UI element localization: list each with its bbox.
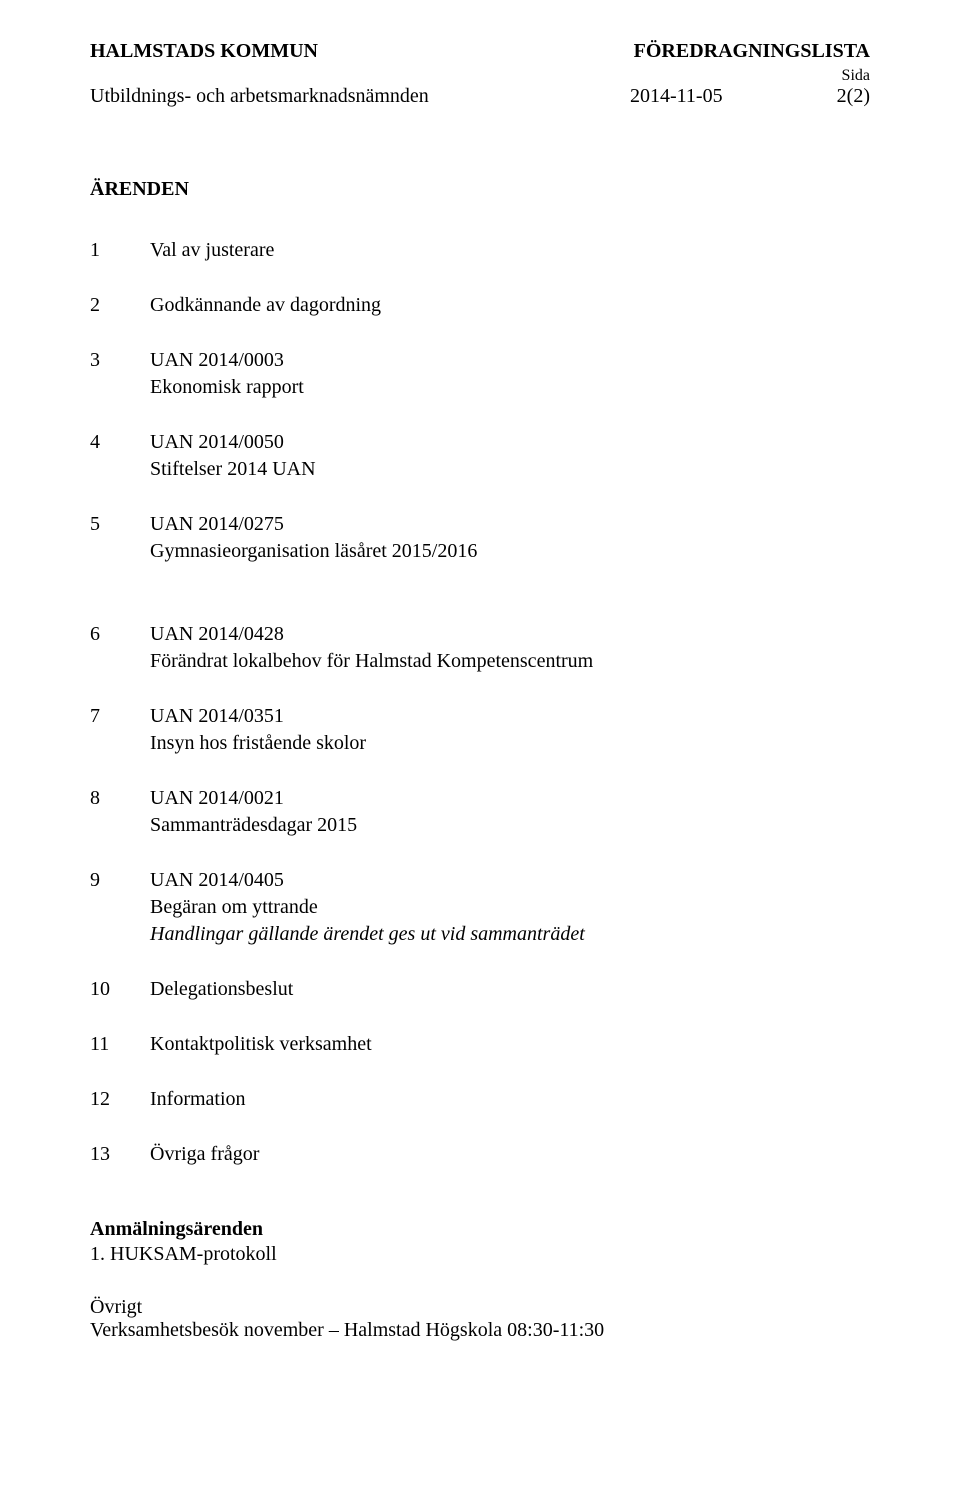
agenda-item-number: 5 bbox=[90, 511, 150, 565]
agenda-item: 7UAN 2014/0351Insyn hos fristående skolo… bbox=[90, 703, 870, 757]
agenda-item-line: Godkännande av dagordning bbox=[150, 292, 870, 319]
agenda-item: 6UAN 2014/0428Förändrat lokalbehov för H… bbox=[90, 621, 870, 675]
anmalningsarenden-block: Anmälningsärenden 1. HUKSAM-protokoll bbox=[90, 1218, 870, 1266]
agenda-item-line: UAN 2014/0405 bbox=[150, 867, 870, 894]
agenda-item-body: UAN 2014/0050Stiftelser 2014 UAN bbox=[150, 429, 870, 483]
agenda-item: 12Information bbox=[90, 1086, 870, 1113]
agenda-item: 4UAN 2014/0050Stiftelser 2014 UAN bbox=[90, 429, 870, 483]
agenda-item-number: 9 bbox=[90, 867, 150, 948]
agenda-item-body: UAN 2014/0428Förändrat lokalbehov för Ha… bbox=[150, 621, 870, 675]
ovrigt-block: Övrigt Verksamhetsbesök november – Halms… bbox=[90, 1296, 870, 1342]
agenda-item-line: UAN 2014/0050 bbox=[150, 429, 870, 456]
agenda-item-body: Godkännande av dagordning bbox=[150, 292, 870, 319]
agenda-item-line: UAN 2014/0428 bbox=[150, 621, 870, 648]
agenda-item-line: Sammanträdesdagar 2015 bbox=[150, 812, 870, 839]
ovrigt-title: Övrigt bbox=[90, 1296, 870, 1319]
agenda-item-body: UAN 2014/0275Gymnasieorganisation läsåre… bbox=[150, 511, 870, 565]
agenda-item-line: Delegationsbeslut bbox=[150, 976, 870, 1003]
agenda-item: 2Godkännande av dagordning bbox=[90, 292, 870, 319]
agenda-item: 1Val av justerare bbox=[90, 237, 870, 264]
agenda-item: 10Delegationsbeslut bbox=[90, 976, 870, 1003]
agenda-item-body: Kontaktpolitisk verksamhet bbox=[150, 1031, 870, 1058]
agenda-item-line: Begäran om yttrande bbox=[150, 894, 870, 921]
agenda-item-number: 12 bbox=[90, 1086, 150, 1113]
agenda-item-line: Insyn hos fristående skolor bbox=[150, 730, 870, 757]
agenda-item-line: Gymnasieorganisation läsåret 2015/2016 bbox=[150, 538, 870, 565]
agenda-item: 5UAN 2014/0275Gymnasieorganisation läsår… bbox=[90, 511, 870, 565]
agenda-item-body: Val av justerare bbox=[150, 237, 870, 264]
agenda-item-line: UAN 2014/0351 bbox=[150, 703, 870, 730]
agenda-item-body: Delegationsbeslut bbox=[150, 976, 870, 1003]
agenda-item-number: 10 bbox=[90, 976, 150, 1003]
agenda-item-line: UAN 2014/0275 bbox=[150, 511, 870, 538]
agenda-item-line: Ekonomisk rapport bbox=[150, 374, 870, 401]
agenda-item-line: Val av justerare bbox=[150, 237, 870, 264]
subheader-row: Utbildnings- och arbetsmarknadsnämnden 2… bbox=[90, 85, 870, 108]
subheader-page-number: 2(2) bbox=[810, 85, 870, 108]
agenda-item-line: Förändrat lokalbehov för Halmstad Kompet… bbox=[150, 648, 870, 675]
agenda-item-body: Övriga frågor bbox=[150, 1141, 870, 1168]
items-list: 1Val av justerare 2Godkännande av dagordn… bbox=[90, 237, 870, 1168]
agenda-item-line: Information bbox=[150, 1086, 870, 1113]
agenda-item: 9UAN 2014/0405Begäran om yttrandeHandlin… bbox=[90, 867, 870, 948]
agenda-item-number: 3 bbox=[90, 347, 150, 401]
subheader-left: Utbildnings- och arbetsmarknadsnämnden bbox=[90, 85, 630, 108]
sida-label: Sida bbox=[90, 67, 870, 85]
agenda-item-number: 4 bbox=[90, 429, 150, 483]
header-right: FÖREDRAGNINGSLISTA bbox=[634, 40, 870, 63]
document-page: HALMSTADS KOMMUN FÖREDRAGNINGSLISTA Sida… bbox=[0, 0, 960, 1382]
agenda-item-line: Kontaktpolitisk verksamhet bbox=[150, 1031, 870, 1058]
agenda-item-number: 7 bbox=[90, 703, 150, 757]
agenda-item-italic-line: Handlingar gällande ärendet ges ut vid s… bbox=[150, 921, 870, 948]
agenda-item-line: UAN 2014/0003 bbox=[150, 347, 870, 374]
anmal-line: 1. HUKSAM-protokoll bbox=[90, 1243, 870, 1266]
agenda-item-body: Information bbox=[150, 1086, 870, 1113]
anmal-title: Anmälningsärenden bbox=[90, 1218, 870, 1241]
section-title: ÄRENDEN bbox=[90, 178, 870, 201]
agenda-item: 8UAN 2014/0021Sammanträdesdagar 2015 bbox=[90, 785, 870, 839]
agenda-item-number: 6 bbox=[90, 621, 150, 675]
agenda-item-number: 13 bbox=[90, 1141, 150, 1168]
agenda-item-body: UAN 2014/0003Ekonomisk rapport bbox=[150, 347, 870, 401]
agenda-item-body: UAN 2014/0351Insyn hos fristående skolor bbox=[150, 703, 870, 757]
agenda-item-number: 1 bbox=[90, 237, 150, 264]
agenda-item-line: Stiftelser 2014 UAN bbox=[150, 456, 870, 483]
agenda-item-number: 11 bbox=[90, 1031, 150, 1058]
agenda-item: 13Övriga frågor bbox=[90, 1141, 870, 1168]
agenda-item-line: Övriga frågor bbox=[150, 1141, 870, 1168]
agenda-item-body: UAN 2014/0021Sammanträdesdagar 2015 bbox=[150, 785, 870, 839]
agenda-item: 11Kontaktpolitisk verksamhet bbox=[90, 1031, 870, 1058]
agenda-item: 3UAN 2014/0003Ekonomisk rapport bbox=[90, 347, 870, 401]
header-left: HALMSTADS KOMMUN bbox=[90, 40, 318, 63]
subheader-date: 2014-11-05 bbox=[630, 85, 810, 108]
agenda-item-body: UAN 2014/0405Begäran om yttrandeHandling… bbox=[150, 867, 870, 948]
header-row: HALMSTADS KOMMUN FÖREDRAGNINGSLISTA bbox=[90, 40, 870, 63]
agenda-item-number: 8 bbox=[90, 785, 150, 839]
agenda-item-line: UAN 2014/0021 bbox=[150, 785, 870, 812]
ovrigt-line: Verksamhetsbesök november – Halmstad Hög… bbox=[90, 1319, 870, 1342]
agenda-item-number: 2 bbox=[90, 292, 150, 319]
